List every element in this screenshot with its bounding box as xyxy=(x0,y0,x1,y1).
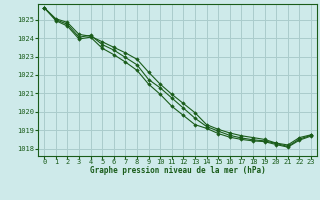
X-axis label: Graphe pression niveau de la mer (hPa): Graphe pression niveau de la mer (hPa) xyxy=(90,166,266,175)
